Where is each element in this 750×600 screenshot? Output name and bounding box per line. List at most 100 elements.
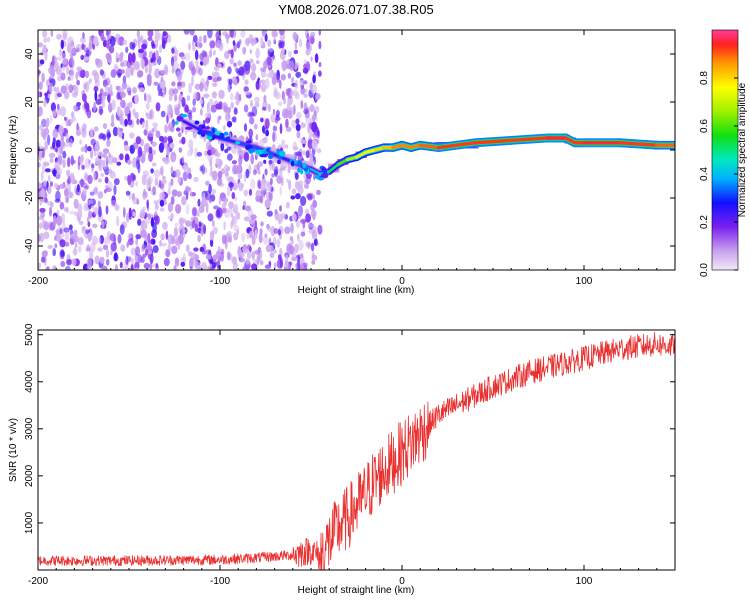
noise-speckle bbox=[123, 207, 126, 218]
noise-speckle bbox=[309, 104, 315, 113]
noise-speckle bbox=[59, 239, 66, 248]
noise-speckle bbox=[255, 189, 262, 200]
noise-speckle bbox=[170, 151, 177, 163]
noise-speckle bbox=[124, 175, 129, 181]
noise-speckle bbox=[310, 203, 315, 211]
noise-speckle bbox=[268, 245, 274, 253]
noise-speckle bbox=[284, 226, 291, 235]
noise-speckle bbox=[138, 87, 145, 93]
noise-speckle bbox=[298, 38, 303, 48]
noise-speckle bbox=[92, 36, 99, 46]
colorbar-ticks: 0.0 0.2 0.4 0.6 0.8 bbox=[699, 71, 738, 277]
noise-speckle bbox=[221, 234, 227, 245]
noise-speckle bbox=[54, 147, 58, 152]
noise-speckle bbox=[279, 257, 283, 269]
noise-speckle bbox=[178, 147, 183, 153]
noise-speckle bbox=[159, 239, 163, 247]
noise-speckle bbox=[125, 190, 131, 196]
noise-speckle bbox=[244, 79, 249, 85]
ridge-segment bbox=[436, 141, 477, 150]
noise-speckle bbox=[73, 198, 79, 209]
noise-speckle bbox=[292, 141, 297, 150]
noise-speckle bbox=[178, 217, 185, 226]
noise-speckle bbox=[287, 72, 292, 79]
noise-speckle bbox=[191, 207, 198, 217]
noise-speckle bbox=[171, 81, 176, 87]
noise-speckle bbox=[167, 135, 173, 141]
noise-speckle bbox=[109, 233, 116, 242]
ridge-blob bbox=[297, 167, 301, 173]
noise-speckle bbox=[244, 91, 251, 96]
noise-speckle bbox=[104, 84, 108, 94]
noise-speckle bbox=[49, 181, 54, 187]
noise-speckle bbox=[212, 82, 218, 87]
noise-speckle bbox=[52, 169, 57, 176]
noise-speckle bbox=[110, 36, 116, 47]
noise-speckle bbox=[38, 262, 41, 269]
noise-speckle bbox=[50, 202, 54, 208]
noise-speckle bbox=[111, 113, 115, 125]
noise-speckle bbox=[83, 56, 90, 61]
noise-speckle bbox=[291, 119, 297, 128]
noise-speckle bbox=[68, 224, 73, 231]
noise-speckle bbox=[67, 36, 74, 45]
noise-speckle bbox=[76, 66, 83, 72]
noise-speckle bbox=[64, 231, 70, 242]
noise-speckle bbox=[250, 178, 256, 189]
noise-speckle bbox=[38, 162, 41, 168]
noise-speckle bbox=[98, 151, 103, 156]
noise-speckle bbox=[60, 260, 66, 268]
noise-speckle bbox=[149, 262, 153, 270]
noise-speckle bbox=[198, 42, 203, 48]
noise-speckle bbox=[295, 193, 301, 200]
noise-speckle bbox=[38, 81, 43, 90]
snr-x-tick-label: 0 bbox=[399, 576, 405, 587]
noise-speckle bbox=[112, 157, 118, 164]
ridge-segment bbox=[564, 136, 577, 145]
noise-speckle bbox=[76, 122, 79, 131]
noise-speckle bbox=[224, 210, 231, 219]
noise-speckle bbox=[103, 236, 111, 245]
noise-speckle bbox=[113, 178, 120, 186]
noise-speckle bbox=[47, 67, 54, 74]
ridge-blob bbox=[235, 140, 241, 145]
noise-speckle bbox=[208, 98, 214, 106]
noise-speckle bbox=[160, 233, 165, 241]
noise-speckle bbox=[180, 228, 186, 239]
noise-speckle bbox=[238, 154, 243, 166]
noise-speckle bbox=[250, 71, 257, 81]
noise-speckle bbox=[310, 31, 316, 38]
noise-speckle bbox=[79, 139, 82, 145]
ridge-blob bbox=[299, 168, 304, 175]
noise-speckle bbox=[216, 177, 223, 186]
noise-speckle bbox=[135, 267, 138, 270]
noise-speckle bbox=[243, 86, 249, 93]
noise-speckle bbox=[39, 199, 43, 206]
noise-speckle bbox=[89, 191, 95, 196]
noise-speckle bbox=[191, 67, 196, 76]
noise-speckle bbox=[233, 107, 238, 115]
spectrogram-y-tick-label: -20 bbox=[24, 190, 35, 205]
noise-speckle bbox=[312, 194, 316, 200]
noise-speckle bbox=[171, 47, 175, 54]
noise-speckle bbox=[197, 234, 201, 243]
noise-speckle bbox=[152, 239, 156, 245]
noise-speckle bbox=[48, 82, 54, 93]
noise-speckle bbox=[106, 95, 110, 102]
noise-speckle bbox=[177, 132, 182, 138]
ridge-blob bbox=[267, 155, 273, 159]
spectrogram-y-tick-label: 40 bbox=[24, 48, 35, 60]
noise-speckle bbox=[197, 198, 201, 207]
noise-speckle bbox=[84, 100, 88, 109]
noise-speckle bbox=[259, 228, 263, 235]
noise-speckle bbox=[66, 259, 72, 266]
noise-speckle bbox=[237, 60, 242, 66]
noise-speckle bbox=[137, 146, 143, 158]
noise-speckle bbox=[47, 134, 51, 146]
noise-speckle bbox=[38, 142, 41, 148]
noise-speckle bbox=[64, 116, 67, 121]
noise-speckle bbox=[266, 55, 272, 66]
noise-speckle bbox=[204, 150, 208, 157]
noise-speckle bbox=[86, 216, 90, 223]
noise-speckle bbox=[243, 200, 247, 207]
